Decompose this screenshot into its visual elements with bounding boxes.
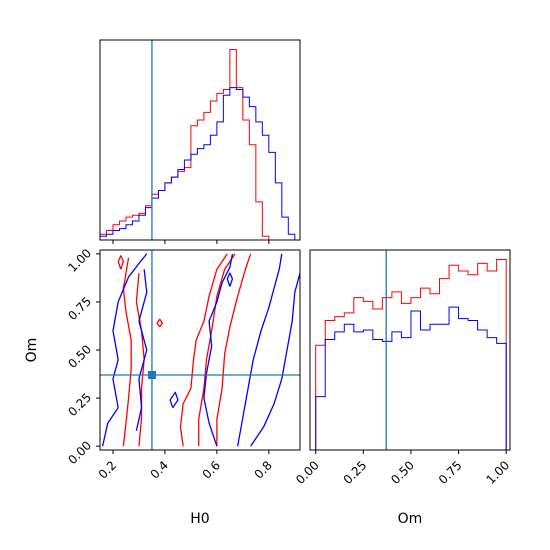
plot-area xyxy=(315,250,507,450)
red-contour-line xyxy=(198,253,236,447)
x-tick-label: 0.75 xyxy=(436,458,465,487)
h0-marginal-panel xyxy=(99,39,301,244)
x-tick-label: 0.25 xyxy=(341,458,370,487)
x-tick-label: 0.4 xyxy=(148,458,171,481)
red-contour-line xyxy=(117,255,125,270)
x-axis-label: Om xyxy=(398,511,423,527)
x-tick-label: 1.00 xyxy=(484,458,513,487)
y-axis-label: Om xyxy=(24,338,40,363)
blue-histogram-series xyxy=(100,87,296,240)
red-histogram-series xyxy=(315,259,507,450)
blue-contour-line xyxy=(101,253,148,447)
y-tick-label: 0.25 xyxy=(65,390,94,419)
x-tick-label: 0.00 xyxy=(293,458,322,487)
om-marginal-panel: 0.00 0.25 0.50 0.75 1.00 Om xyxy=(293,249,513,527)
y-tick-label: 0.00 xyxy=(65,438,94,467)
red-contour-line xyxy=(156,318,163,328)
blue-contour-line xyxy=(250,272,300,447)
y-tick-label: 0.75 xyxy=(65,294,94,323)
blue-contour-line xyxy=(226,272,234,287)
y-tick-label: 0.50 xyxy=(65,342,94,371)
red-contour-line xyxy=(122,257,132,447)
panel-frame xyxy=(309,249,511,451)
plot-area xyxy=(100,40,296,240)
blue-contour-line xyxy=(135,269,148,431)
plot-area xyxy=(100,250,300,450)
red-contour-line xyxy=(135,273,145,447)
blue-histogram-series xyxy=(315,306,507,450)
blue-contour-line xyxy=(169,391,179,409)
blue-contour-line xyxy=(237,253,283,447)
panel-frame xyxy=(99,39,301,241)
truth-marker xyxy=(147,371,156,379)
blue-contour-line xyxy=(203,253,234,447)
x-tick-label: 0.50 xyxy=(388,458,417,487)
red-contour-line xyxy=(216,253,252,447)
h0-om-joint-panel: 0.00 0.25 0.50 0.75 1.00 Om 0.2 0.4 0.6 0.8 H0 xyxy=(24,246,301,527)
panel-frame xyxy=(99,249,301,451)
x-tick-label: 0.8 xyxy=(252,458,275,481)
x-axis-label: H0 xyxy=(190,511,209,527)
red-contour-line xyxy=(179,253,228,447)
y-tick-label: 1.00 xyxy=(65,246,94,275)
red-histogram-series xyxy=(100,49,295,240)
x-tick-label: 0.2 xyxy=(96,458,119,481)
x-tick-label: 0.6 xyxy=(200,458,223,481)
